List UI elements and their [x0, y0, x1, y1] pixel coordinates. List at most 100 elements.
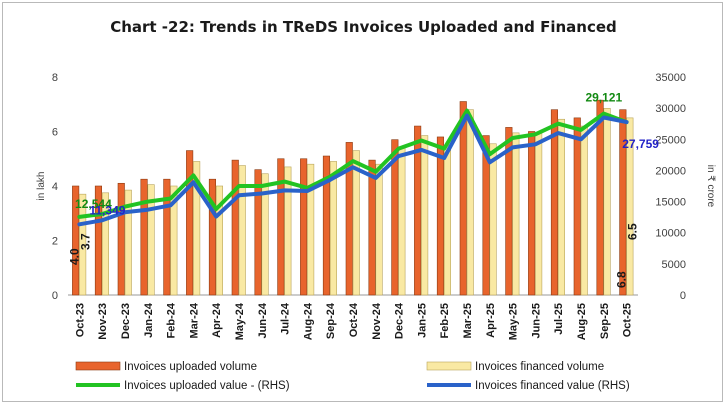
x-tick-label: Sep-24 — [325, 302, 337, 339]
bar-uploaded-volume — [368, 159, 376, 296]
x-tick-label: Jul-24 — [280, 302, 292, 335]
bar-uploaded-volume — [596, 99, 604, 296]
bar-financed-volume — [238, 165, 246, 296]
x-tick-label: Nov-23 — [97, 303, 109, 340]
bar-financed-volume — [124, 189, 132, 296]
x-tick-label: Jan-25 — [416, 303, 428, 338]
y-tick-label: 2 — [52, 236, 58, 248]
bar-financed-volume — [512, 132, 520, 296]
x-tick-label: Oct-23 — [74, 303, 86, 337]
y2-tick-label: 10000 — [655, 228, 686, 240]
x-tick-label: Mar-24 — [188, 302, 200, 338]
y-tick-label: 4 — [52, 181, 58, 193]
bar-uploaded-volume — [186, 150, 194, 296]
bar-uploaded-volume — [505, 127, 513, 296]
bar-financed-volume — [215, 185, 223, 296]
bar-uploaded-volume — [140, 178, 148, 296]
bar-financed-volume — [170, 185, 178, 296]
legend-label-financed-volume: Invoices financed volume — [475, 361, 604, 373]
x-tick-label: Jul-25 — [553, 303, 565, 335]
y2-axis-label: in ₹ crore — [705, 165, 716, 208]
bar-uploaded-volume — [550, 109, 559, 296]
bar-uploaded-volume — [414, 125, 422, 296]
y2-tick-label: 30000 — [655, 103, 686, 115]
x-tick-label: Jun-24 — [257, 302, 269, 338]
legend-label-uploaded-volume: Invoices uploaded volume — [124, 361, 257, 373]
bar-uploaded-volume — [482, 135, 490, 296]
legend-swatch-uploaded-volume — [75, 361, 121, 371]
y2-tick-label: 25000 — [655, 134, 686, 146]
bar-financed-volume — [557, 118, 566, 296]
bar-financed-volume — [603, 108, 611, 296]
x-tick-label: Dec-24 — [394, 302, 406, 339]
bar-uploaded-volume — [391, 139, 399, 296]
x-tick-label: May-25 — [508, 303, 520, 340]
bar-financed-volume — [352, 150, 360, 296]
legend-label-financed-value: Invoices financed value (RHS) — [475, 380, 630, 392]
x-tick-label: Mar-25 — [462, 303, 474, 338]
y2-tick-label: 35000 — [655, 72, 686, 84]
bar-uploaded-volume — [117, 182, 125, 296]
bar-financed-volume — [284, 166, 292, 296]
y2-tick-label: 5000 — [662, 259, 686, 271]
bar-financed-volume — [626, 117, 634, 296]
label-uploaded-volume-first: 4.0 — [67, 248, 81, 265]
y-tick-label: 0 — [52, 290, 58, 302]
x-tick-label: Jun-25 — [530, 303, 542, 338]
label-financed-volume-last: 6.5 — [626, 223, 640, 240]
bar-financed-volume — [101, 192, 109, 296]
x-tick-label: Aug-24 — [302, 302, 314, 340]
x-tick-label: Oct-24 — [348, 302, 360, 337]
bar-uploaded-volume — [619, 109, 627, 296]
line-uploaded-value — [77, 108, 629, 219]
chart-title: Chart -22: Trends in TReDS Invoices Uplo… — [110, 18, 617, 36]
x-tick-label: Jan-24 — [143, 302, 155, 338]
bar-financed-volume — [307, 163, 315, 296]
label-uploaded-volume-last: 6.8 — [615, 271, 629, 288]
bar-financed-volume — [398, 147, 406, 296]
bar-financed-volume — [147, 184, 155, 296]
bar-uploaded-volume — [254, 169, 262, 296]
y2-tick-label: 15000 — [655, 197, 686, 209]
x-tick-label: Apr-24 — [211, 302, 223, 338]
y2-tick-label: 0 — [680, 290, 686, 302]
x-tick-label: Dec-23 — [120, 303, 132, 339]
bar-uploaded-volume — [94, 185, 102, 296]
bar-financed-volume — [580, 125, 588, 296]
bar-financed-volume — [261, 173, 269, 296]
label-financed-volume-first: 3.7 — [78, 233, 92, 250]
bar-uploaded-volume — [72, 185, 80, 296]
x-tick-label: Feb-24 — [166, 302, 178, 338]
y2-tick-label: 20000 — [655, 165, 686, 177]
bar-uploaded-volume — [528, 131, 536, 296]
bar-financed-volume — [489, 143, 497, 296]
label-financed-value-last: 27,759 — [622, 137, 659, 151]
label-uploaded-value-first: 12,544 — [75, 197, 112, 211]
line-financed-value — [77, 113, 629, 227]
bar-uploaded-volume — [300, 158, 308, 296]
bar-uploaded-volume — [277, 158, 285, 296]
x-tick-label: Sep-25 — [599, 303, 611, 339]
bar-uploaded-volume — [322, 155, 331, 296]
bar-uploaded-volume — [436, 136, 445, 296]
bar-financed-volume — [535, 132, 543, 296]
y-tick-label: 6 — [52, 127, 58, 139]
y-tick-label: 8 — [52, 72, 58, 84]
label-uploaded-value-last: 29,121 — [585, 91, 622, 105]
axes-layer: 0 2 4 6 8 0 5000 10000 15000 20000 25000 30000 35000… — [36, 72, 716, 340]
y-axis-label: in lakh — [36, 172, 47, 201]
x-tick-label: Apr-25 — [485, 303, 497, 338]
bar-uploaded-volume — [459, 101, 467, 296]
bar-uploaded-volume — [573, 117, 581, 296]
bar-financed-volume — [329, 161, 338, 296]
x-tick-label: May-24 — [234, 302, 246, 340]
bar-uploaded-volume — [208, 178, 216, 296]
lines-layer — [77, 108, 629, 227]
bar-financed-volume — [466, 109, 474, 296]
x-tick-label: Nov-24 — [371, 302, 383, 340]
bar-uploaded-volume — [231, 159, 239, 296]
label-financed-value-first: 11,349 — [89, 203, 125, 217]
bar-financed-volume — [421, 135, 429, 296]
